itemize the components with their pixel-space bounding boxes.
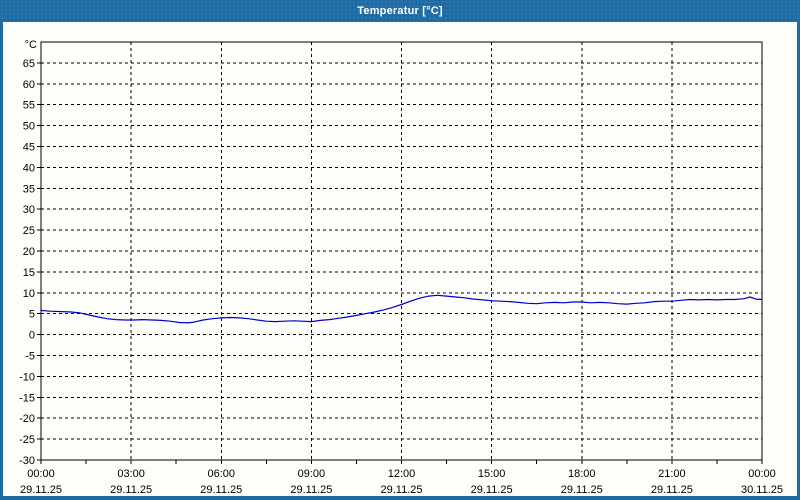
y-tick-label: -30 — [19, 455, 35, 467]
x-tick-time-label: 18:00 — [568, 468, 596, 480]
plot-frame — [40, 41, 763, 461]
x-tick-time-label: 21:00 — [658, 468, 686, 480]
x-tick-time-label: 03:00 — [117, 468, 145, 480]
y-tick-label: 0 — [29, 330, 35, 342]
chart-content-area — [3, 22, 797, 496]
x-tick-date-label: 29.11.25 — [200, 484, 242, 496]
y-tick-label: 65 — [23, 58, 35, 70]
x-tick-date-label: 29.11.25 — [471, 484, 513, 496]
y-tick-label: 10 — [23, 288, 35, 300]
y-tick-label: 40 — [23, 162, 35, 174]
y-tick-label: 20 — [23, 246, 35, 258]
y-tick-label: 25 — [23, 225, 35, 237]
x-tick-date-label: 29.11.25 — [110, 484, 152, 496]
y-tick-label: -25 — [19, 434, 35, 446]
x-tick-date-label: 29.11.25 — [380, 484, 422, 496]
window-titlebar: Temperatur [°C] — [0, 0, 800, 22]
y-tick-label: 55 — [23, 100, 35, 112]
temperature-line — [40, 294, 763, 324]
y-tick-label: 50 — [23, 121, 35, 133]
y-tick-label: 15 — [23, 267, 35, 279]
x-tick-time-label: 09:00 — [298, 468, 326, 480]
x-tick-time-label: 06:00 — [207, 468, 235, 480]
x-tick-date-label: 29.11.25 — [20, 484, 62, 496]
x-tick-time-label: 12:00 — [388, 468, 416, 480]
y-axis-unit-label: °C — [25, 39, 37, 51]
x-tick-time-label: 00:00 — [748, 468, 776, 480]
y-tick-label: 5 — [29, 309, 35, 321]
y-tick-label: -10 — [19, 371, 35, 383]
x-tick-date-label: 29.11.25 — [290, 484, 332, 496]
y-tick-label: 35 — [23, 183, 35, 195]
x-tick-time-label: 00:00 — [27, 468, 55, 480]
x-tick-date-label: 29.11.25 — [561, 484, 603, 496]
y-tick-label: 60 — [23, 79, 35, 91]
y-tick-label: 30 — [23, 204, 35, 216]
window-title: Temperatur [°C] — [357, 5, 443, 17]
y-tick-label: -5 — [25, 351, 35, 363]
x-tick-time-label: 15:00 — [478, 468, 506, 480]
x-tick-date-label: 30.11.25 — [741, 484, 783, 496]
y-tick-label: 45 — [23, 142, 35, 154]
y-tick-label: -15 — [19, 392, 35, 404]
y-tick-label: -20 — [19, 413, 35, 425]
x-tick-date-label: 29.11.25 — [651, 484, 693, 496]
